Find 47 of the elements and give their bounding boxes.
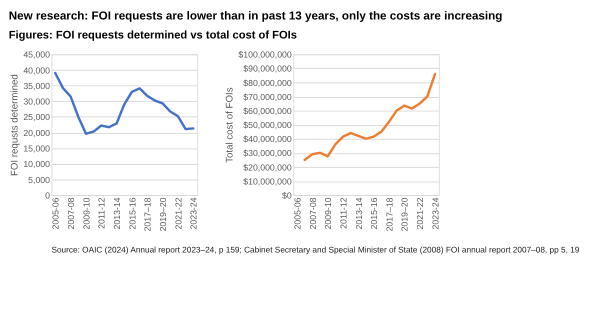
y-tick-label: $30,000,000 xyxy=(243,148,292,158)
x-tick-label: 2021-22 xyxy=(173,197,184,230)
x-tick-label: 2007-08 xyxy=(66,197,76,230)
y-tick-label: $80,000,000 xyxy=(243,78,292,88)
x-tick-label: 2013-14 xyxy=(112,197,122,230)
y-tick-label: 40,000 xyxy=(23,65,50,76)
x-tick-label: 2011-12 xyxy=(96,197,107,229)
x-tick-label: 2009-10 xyxy=(81,197,92,230)
x-tick-label: 2005-06 xyxy=(50,197,61,230)
x-tick-label: 2023-24 xyxy=(430,197,440,230)
y-tick-label: $70,000,000 xyxy=(243,92,292,102)
x-tick-label: 2015-16 xyxy=(127,197,138,230)
x-tick-label: 2009-10 xyxy=(323,197,334,230)
y-tick-label: $40,000,000 xyxy=(243,134,292,144)
x-tick-label: 2023-24 xyxy=(188,197,199,230)
y-tick-label: 0 xyxy=(45,190,50,200)
y-tick-label: $10,000,000 xyxy=(243,176,292,186)
text: New research: FOI requests are lower than in past 13 years, only the costs are increasing xyxy=(8,9,502,22)
x-tick-label: 2019–20 xyxy=(158,197,168,232)
y-tick-label: 5,000 xyxy=(28,174,50,185)
y-tick-label: $50,000,000 xyxy=(243,120,292,130)
y-tick-label: 25,000 xyxy=(23,112,50,122)
y-tick-label: 35,000 xyxy=(23,80,50,91)
y-axis-title: Total cost of FOIs xyxy=(224,87,236,163)
y-tick-label: 45,000 xyxy=(23,50,50,60)
x-tick-label: 2007-08 xyxy=(308,197,318,230)
y-tick-label: $100,000,000 xyxy=(238,50,292,60)
y-tick-label: $90,000,000 xyxy=(243,64,292,74)
y-tick-label: $0 xyxy=(282,190,292,200)
line-series xyxy=(54,72,194,135)
x-tick-label: 2015-16 xyxy=(369,197,380,230)
y-tick-label: 15,000 xyxy=(23,144,50,154)
y-tick-label: $20,000,000 xyxy=(243,162,292,172)
x-tick-label: 2005-06 xyxy=(292,197,302,230)
x-tick-label: 2017–18 xyxy=(384,197,394,232)
chart-subtitle: Figures: FOI requests determined vs total cost of FOIs xyxy=(8,30,297,42)
y-tick-label: 20,000 xyxy=(23,128,50,138)
y-tick-label: $60,000,000 xyxy=(243,106,292,116)
line-series xyxy=(303,72,436,162)
x-tick-label: 2017–18 xyxy=(142,197,153,232)
y-tick-label: 30,000 xyxy=(23,96,50,107)
x-tick-label: 2011-12 xyxy=(338,197,348,229)
y-tick-label: 10,000 xyxy=(23,159,50,170)
x-tick-label: 2019–20 xyxy=(400,197,410,232)
y-axis-title: FOI requsts determined xyxy=(9,74,20,176)
x-tick-label: 2021-22 xyxy=(415,197,426,230)
x-tick-label: 2013-14 xyxy=(354,197,364,230)
